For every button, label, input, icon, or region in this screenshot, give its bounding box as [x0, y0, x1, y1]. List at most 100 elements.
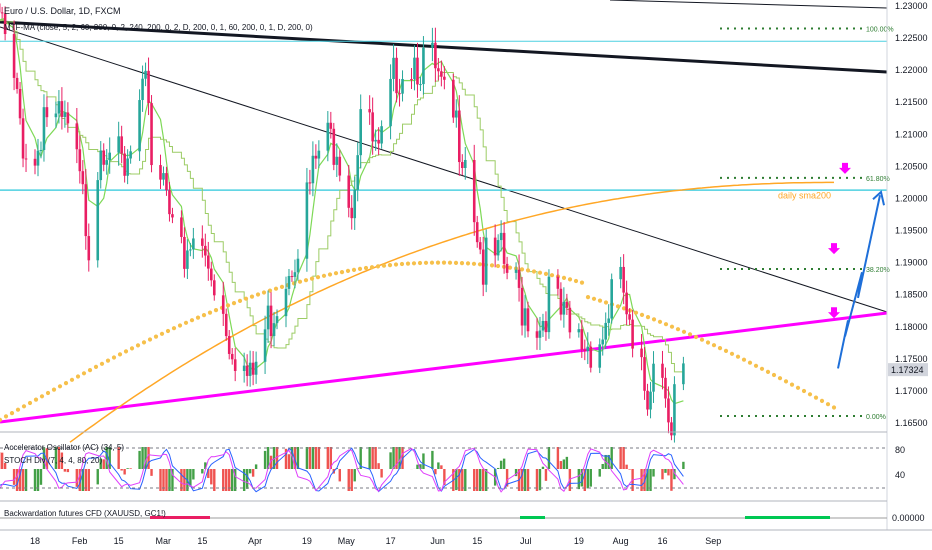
backwardation-pane [0, 516, 887, 519]
ac-bar [559, 461, 563, 469]
candle-body [338, 156, 342, 176]
candle [496, 234, 500, 261]
candle [520, 276, 524, 336]
ac-bar [102, 459, 105, 469]
ac-bar [269, 455, 273, 469]
ac-bar [496, 467, 500, 469]
ac-bar [416, 464, 419, 469]
candle [625, 280, 628, 326]
ac-bar [126, 468, 129, 469]
ac-bar [159, 469, 162, 491]
candle-body [434, 42, 437, 69]
candle-body [670, 422, 673, 436]
candle-body [481, 249, 485, 285]
ac-bar [586, 469, 589, 489]
ac-bar [296, 447, 300, 469]
stoch-tick-80: 80 [895, 445, 905, 455]
ac-bar [263, 450, 267, 469]
candle [54, 101, 58, 128]
candle [457, 95, 461, 176]
ac-bar [228, 469, 231, 491]
candle-body [57, 101, 61, 114]
candle [269, 292, 273, 349]
price-tick: 1.18000 [895, 322, 928, 332]
candle-body [96, 180, 100, 261]
ac-bar [455, 469, 458, 491]
candle [165, 166, 168, 196]
ac-bar [443, 469, 446, 485]
candle-body [60, 101, 64, 117]
ac-bar [458, 469, 461, 491]
candle-body [227, 336, 231, 354]
candle-body [589, 346, 593, 368]
ac-bar [526, 469, 530, 491]
ac-bar [547, 447, 551, 469]
candle-body [275, 316, 279, 324]
candle [36, 138, 40, 177]
ac-bar [625, 464, 628, 469]
ac-bar [207, 469, 210, 479]
candle [290, 270, 294, 282]
ac-bar [371, 447, 374, 469]
candle-body [204, 245, 207, 256]
candle [272, 311, 276, 347]
indicator-legend: MTF-MA (close, 5, 2, 60, 200, 0, 2, 240,… [4, 23, 313, 32]
candle-body [673, 384, 676, 436]
ac-bar [213, 469, 216, 491]
candle-body [21, 118, 25, 159]
support-trendline-magenta [0, 311, 888, 424]
candle-body [120, 136, 123, 154]
ac-bar [75, 469, 79, 487]
price-tick: 1.19000 [895, 258, 928, 268]
candle [144, 62, 147, 87]
ac-bar [419, 464, 422, 469]
candle-body [24, 158, 28, 160]
candle-body [263, 329, 267, 362]
projection-path [837, 195, 881, 369]
drawings-layer [828, 162, 885, 369]
ac-bar [359, 447, 362, 469]
ac-bar [461, 469, 464, 491]
ac-bar [129, 468, 132, 469]
candle-body [478, 242, 482, 250]
candle-body [290, 276, 294, 278]
candle-body [350, 207, 354, 219]
candle [628, 308, 631, 326]
ac-bar [168, 469, 171, 491]
price-axis[interactable]: 1.16500 1.17000 1.17500 1.18000 1.18500 1.190… [895, 1, 928, 428]
candle [147, 57, 150, 116]
ac-bar [96, 469, 99, 485]
ac-bar [562, 459, 566, 469]
candle [359, 94, 362, 169]
price-tick: 1.19500 [895, 226, 928, 236]
candle-body [242, 365, 246, 371]
candle [126, 149, 129, 185]
ac-bar [60, 452, 64, 469]
candle [296, 249, 300, 281]
candle-body [565, 301, 569, 308]
candle-body [54, 113, 58, 118]
ac-bar [138, 450, 141, 469]
candle [263, 315, 267, 375]
candle-body [625, 292, 628, 315]
candle-body [475, 222, 479, 243]
candle [3, 6, 7, 41]
candle [326, 111, 330, 162]
candle-body [649, 391, 652, 410]
ac-bar [0, 452, 4, 469]
candle-body [245, 365, 249, 376]
time-axis[interactable]: 18 Feb 15 Mar 15 Apr 19 May 17 Jun 15 Jul 19 Aug 16 Sep [30, 536, 721, 546]
ac-bar [392, 447, 395, 469]
ac-bar [640, 469, 643, 491]
ac-bar [607, 454, 610, 469]
candle [347, 164, 351, 218]
candle [183, 227, 186, 278]
candle-body [514, 269, 518, 273]
candle [138, 89, 141, 161]
candle [392, 44, 395, 92]
candle-body [517, 269, 521, 288]
candle [493, 224, 497, 268]
ac-bar [308, 447, 312, 469]
ac-bar [350, 469, 353, 491]
